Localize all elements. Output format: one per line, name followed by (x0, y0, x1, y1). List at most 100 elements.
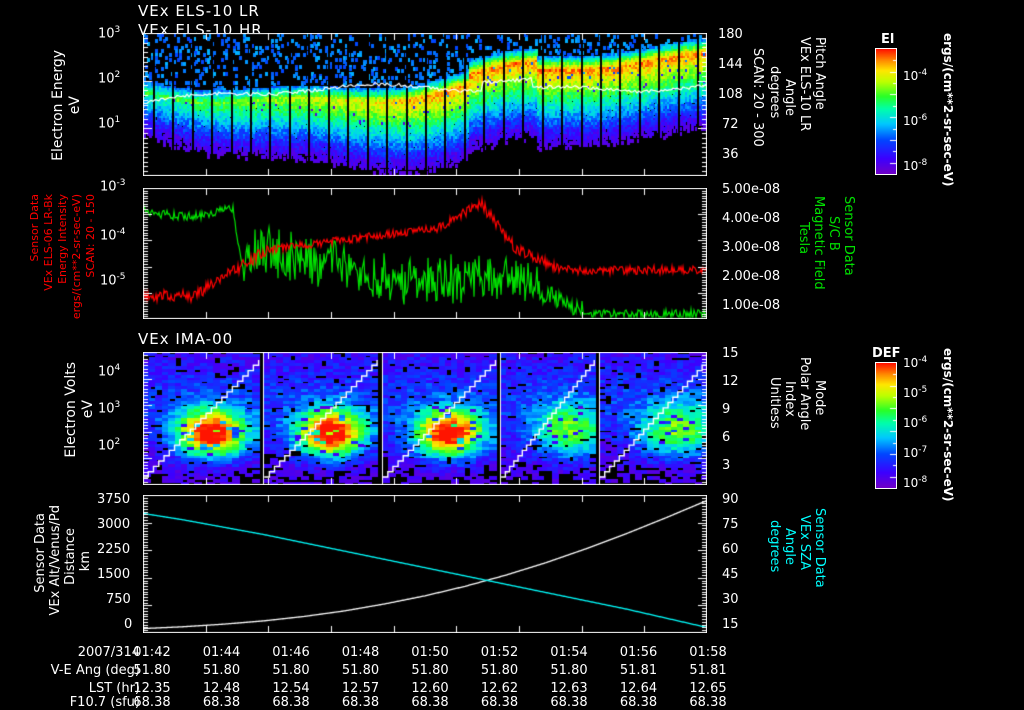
panel3-rtick-4: 3 (722, 458, 731, 473)
panel2-rtick-3: 2.00e-08 (722, 269, 781, 284)
panel4-rtick-3: 45 (722, 567, 739, 582)
panel2-right-label-1: S/C B (826, 216, 841, 251)
footer-rowlabel-2: LST (hr) (88, 681, 140, 696)
panel3-ylabel: Electron Volts (63, 362, 79, 458)
panel3-right-label-3: Unitless (767, 377, 782, 429)
panel4-ltick-5: 0 (124, 617, 133, 632)
panel4-rtick-1: 75 (722, 517, 739, 532)
panel1-ylabel: Electron Energy (50, 50, 66, 161)
panel2-rtick-2: 3.00e-08 (722, 240, 781, 255)
panel1-yunit: eV (67, 96, 83, 115)
footer-cell-ve-ang-0: 51.80 (133, 663, 171, 678)
footer-cell-ve-ang-2: 51.80 (272, 663, 310, 678)
panel3-colorbar-units: ergs/(cm**2-sr-sec-eV) (941, 348, 955, 502)
panel1-spectrogram[interactable] (143, 33, 707, 176)
panel2-right-label-3: Tesla (796, 222, 811, 255)
footer-cell-lst-1: 12.48 (202, 681, 241, 696)
footer-rowlabel-0: 2007/314 (77, 645, 140, 660)
panel1-rtick-1: 144 (718, 57, 743, 72)
footer-cell-lst-8: 12.65 (689, 681, 727, 696)
panel1-colorbar-units: ergs/(cm**2-sr-sec-eV) (941, 33, 955, 187)
footer-cell-ve-ang-3: 51.80 (341, 663, 380, 678)
panel1-right-label-3: degrees (767, 66, 782, 119)
panel3-right-label-2: Index (782, 381, 797, 417)
footer-cell-f107-4: 68.38 (411, 695, 449, 710)
panel1-rtick-0: 180 (718, 27, 743, 42)
footer-cell-time-4: 01:50 (411, 645, 449, 660)
panel3-cbtick-3: 10-7 (903, 445, 928, 460)
panel1-title-lr: VEx ELS-10 LR (138, 2, 260, 20)
footer-cell-ve-ang-1: 51.80 (202, 663, 241, 678)
footer-cell-time-7: 01:56 (619, 645, 658, 660)
panel4-left-label-1: VEx Alt/Venus/Pd (48, 505, 63, 616)
panel2-rtick-0: 5.00e-08 (722, 182, 781, 197)
panel2-left-label-1: VEx ELS-06 LR-Bk (42, 194, 55, 291)
panel3-right-label-0: Mode (812, 380, 827, 416)
footer-cell-lst-2: 12.54 (272, 681, 310, 696)
panel3-cbtick-2: 10-6 (903, 415, 928, 430)
panel3-ytick-0: 104 (98, 363, 121, 380)
panel4-right-label-2: Angle (782, 528, 797, 565)
panel4-rtick-4: 30 (722, 592, 739, 607)
panel2-scan-range: SCAN: 20 - 150 (84, 194, 97, 278)
footer-cell-f107-1: 68.38 (202, 695, 241, 710)
footer-cell-time-2: 01:46 (272, 645, 310, 660)
footer-cell-ve-ang-7: 51.81 (619, 663, 658, 678)
panel4-rtick-0: 90 (722, 492, 739, 507)
footer-cell-time-8: 01:58 (689, 645, 727, 660)
panel3-spectrogram[interactable] (143, 352, 707, 485)
footer-rowlabel-1: V-E Ang (deg) (50, 663, 140, 678)
panel2-rtick-4: 1.00e-08 (722, 298, 781, 313)
panel1-rtick-3: 72 (722, 117, 739, 132)
panel4-right-label-1: VEx SZA (797, 515, 812, 570)
footer-cell-lst-3: 12.57 (341, 681, 380, 696)
panel1-rtick-2: 108 (718, 87, 743, 102)
panel2-left-label-3: ergs/(cm**2-sr-sec-eV) (70, 194, 83, 320)
panel4-right-label-3: degrees (767, 520, 782, 573)
panel4-lineplot[interactable] (143, 495, 707, 633)
panel2-right-label-0: Sensor Data (841, 196, 856, 276)
footer-cell-f107-3: 68.38 (341, 695, 380, 710)
panel4-ltick-3: 1500 (97, 567, 131, 582)
panel2-lineplot[interactable] (143, 188, 707, 319)
footer-cell-ve-ang-8: 51.81 (689, 663, 727, 678)
panel1-right-label-0: Pitch Angle (812, 37, 827, 110)
panel1-colorbar-label: El (881, 32, 895, 47)
footer-cell-f107-5: 68.38 (480, 695, 519, 710)
panel1-colorbar (875, 48, 897, 175)
panel2-ltick-0: 10-3 (100, 178, 126, 195)
panel3-cbtick-0: 10-4 (903, 355, 928, 370)
panel2-left-label-0: Sensor Data (28, 194, 41, 262)
panel3-rtick-1: 12 (722, 374, 739, 389)
panel4-ltick-0: 3750 (97, 492, 131, 507)
panel1-right-label-2: Angle (782, 79, 797, 116)
footer-cell-ve-ang-4: 51.80 (411, 663, 449, 678)
panel1-cbtick-2: 10-8 (903, 158, 928, 173)
panel3-rtick-0: 15 (722, 346, 739, 361)
panel4-left-label-0: Sensor Data (33, 513, 48, 593)
panel2-ltick-2: 10-5 (100, 272, 126, 289)
footer-cell-lst-5: 12.62 (480, 681, 519, 696)
panel3-yunit: eV (80, 400, 96, 419)
panel4-left-label-2: Distance (63, 528, 78, 585)
footer-cell-lst-6: 12.63 (550, 681, 588, 696)
panel2-left-label-2: Energy Intensity (56, 194, 69, 284)
footer-cell-time-1: 01:44 (202, 645, 241, 660)
panel4-ltick-2: 2250 (97, 542, 131, 557)
panel4-right-label-0: Sensor Data (812, 508, 827, 588)
panel3-right-label-1: Polar Angle (797, 357, 812, 431)
footer-cell-f107-6: 68.38 (550, 695, 588, 710)
panel1-rtick-4: 36 (722, 147, 739, 162)
panel3-ytick-1: 103 (98, 400, 121, 417)
panel3-title: VEx IMA-00 (138, 330, 234, 348)
panel1-ytick-2: 101 (98, 115, 121, 132)
footer-rowlabel-3: F10.7 (sfu) (69, 695, 140, 710)
panel1-ytick-1: 102 (98, 70, 121, 87)
footer-cell-f107-2: 68.38 (272, 695, 310, 710)
panel1-cbtick-1: 10-6 (903, 113, 928, 128)
footer-cell-f107-8: 68.38 (689, 695, 727, 710)
panel2-right-label-2: Magnetic Field (811, 196, 826, 290)
panel3-ytick-2: 102 (98, 437, 121, 454)
panel4-rtick-2: 60 (722, 542, 739, 557)
panel4-left-label-3: km (78, 551, 93, 572)
